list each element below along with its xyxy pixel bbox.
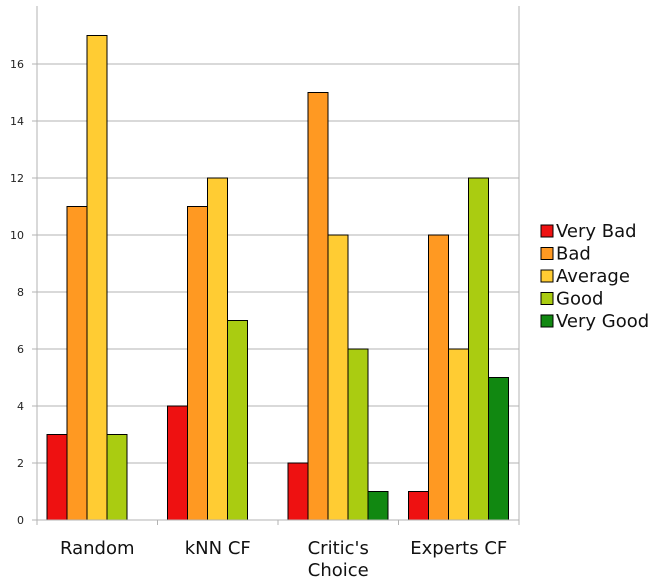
bar-bad [307, 92, 329, 521]
y-tick-labels: 0 2 4 6 8 10 12 14 16 [10, 58, 24, 527]
bar-very-good [367, 491, 389, 521]
legend-label: Average [556, 266, 630, 287]
bar-average [448, 348, 469, 521]
legend-swatch [540, 247, 554, 260]
x-category-label: Random [60, 538, 135, 559]
legend-swatch [540, 314, 554, 328]
bar-average [207, 177, 228, 521]
y-tick-label: 14 [10, 115, 24, 128]
legend-swatch [540, 269, 554, 283]
bar-good [468, 177, 489, 521]
bar-very-bad [167, 405, 188, 521]
y-tick-label: 10 [10, 229, 24, 242]
bar-good [106, 434, 128, 521]
x-category-label: Experts CF [410, 538, 507, 559]
bar-bad [187, 206, 208, 521]
bar-good [347, 348, 369, 521]
y-tick-label: 16 [10, 58, 24, 71]
x-category-label: Choice [308, 560, 369, 581]
y-tick-label: 6 [17, 343, 24, 356]
bar-average [327, 234, 349, 521]
y-tick-label: 8 [17, 286, 24, 299]
bar-very-bad [408, 491, 429, 521]
grid-lines [37, 63, 519, 464]
legend-swatch [540, 224, 554, 238]
legend-label: Very Bad [556, 221, 637, 242]
y-tick-label: 12 [10, 172, 24, 185]
bar-very-good [488, 377, 509, 521]
bar-very-bad [287, 462, 309, 521]
axes [32, 6, 520, 525]
bars [46, 35, 509, 521]
y-tick-label: 4 [17, 400, 24, 413]
bar-good [227, 320, 248, 521]
bar-average [86, 35, 108, 521]
x-category-label: Critic's [308, 538, 369, 559]
y-tick-label: 0 [17, 514, 24, 527]
legend-label: Very Good [556, 311, 649, 332]
bar-bad [428, 234, 449, 521]
y-tick-label: 2 [17, 457, 24, 470]
legend-swatch [540, 292, 554, 305]
legend-label: Good [556, 289, 603, 310]
bar-bad [66, 206, 88, 521]
legend-label: Bad [556, 244, 591, 265]
bar-very-bad [46, 434, 68, 521]
x-category-label: kNN CF [185, 538, 251, 559]
